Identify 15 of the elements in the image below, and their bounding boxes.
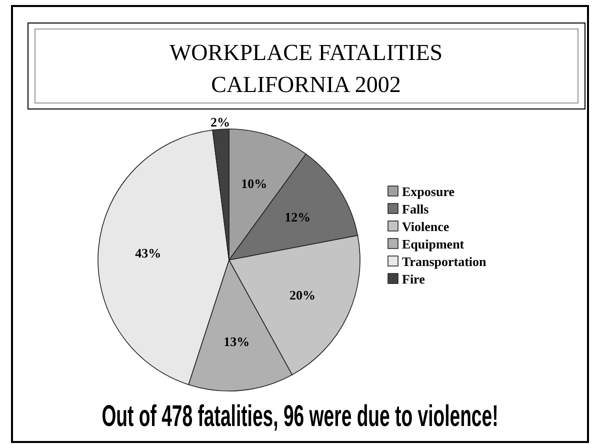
chart-subtitle: CALIFORNIA 2002 — [211, 72, 401, 97]
legend-label: Falls — [402, 202, 429, 216]
legend-label: Violence — [402, 219, 450, 234]
data-label: 12% — [284, 209, 311, 224]
text: Out of 478 fatalities, 96 were due to violence! — [102, 400, 498, 434]
data-label: 20% — [289, 288, 316, 303]
legend-label: Fire — [402, 272, 426, 286]
data-label: 10% — [241, 176, 268, 191]
chart-title: WORKPLACE FATALITIES — [169, 40, 443, 65]
legend-label: Transportation — [402, 254, 488, 269]
data-label: 2% — [210, 114, 230, 130]
legend-label: Equipment — [402, 236, 465, 252]
data-label: 43% — [135, 245, 162, 260]
data-label: 13% — [224, 334, 250, 349]
legend-label: Exposure — [402, 184, 455, 199]
